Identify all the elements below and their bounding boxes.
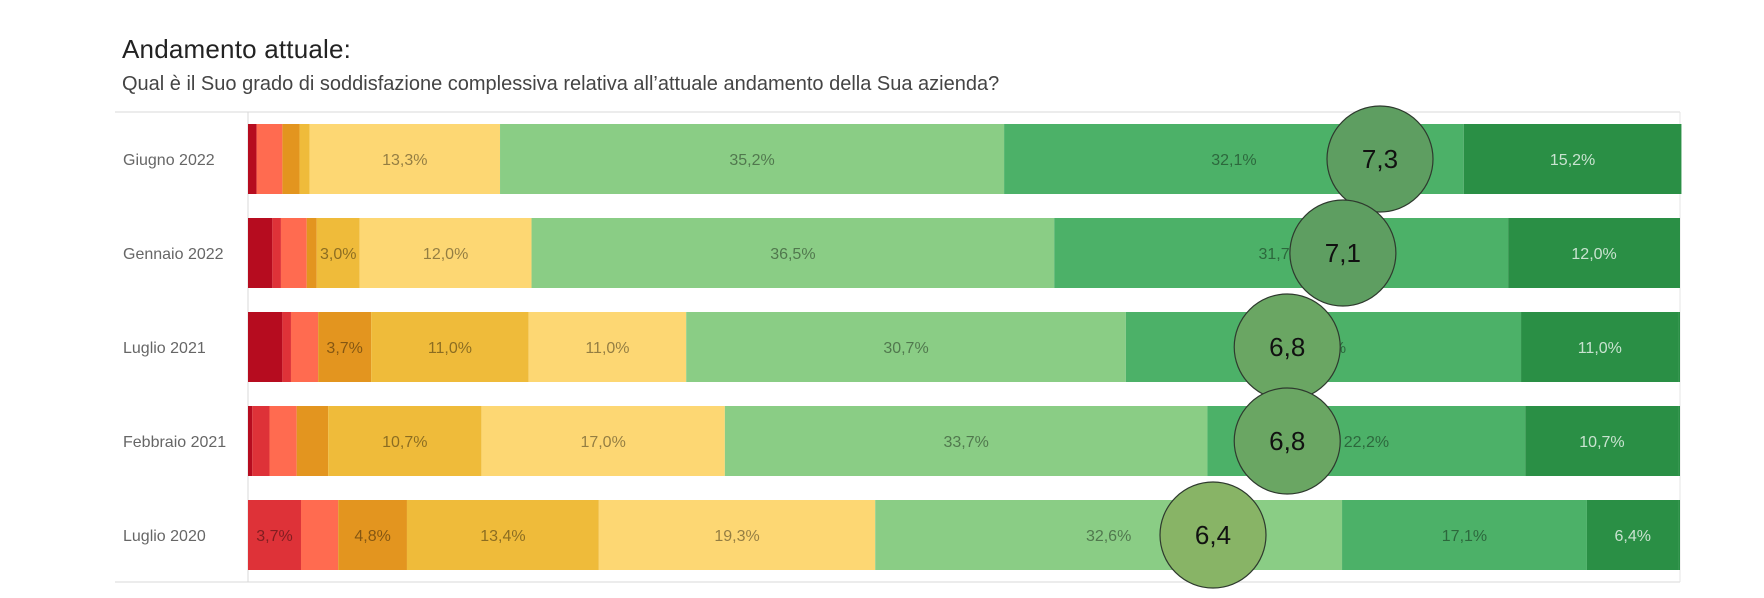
bar-segment — [300, 500, 339, 570]
data-label: 22,2% — [1344, 434, 1389, 451]
bar-segment — [328, 406, 482, 476]
bar-segment — [338, 500, 407, 570]
bar-segment — [1678, 406, 1680, 476]
average-label: 7,1 — [1325, 238, 1361, 268]
data-label: 3,7% — [326, 340, 362, 357]
bar-segment — [1678, 500, 1680, 570]
bar-segment — [1521, 312, 1679, 382]
category-label: Giugno 2022 — [123, 152, 215, 169]
data-label: 15,2% — [1550, 152, 1595, 169]
bar-segment — [318, 312, 372, 382]
category-label: Febbraio 2021 — [123, 434, 226, 451]
bar-segment — [1586, 500, 1679, 570]
bar-segment — [309, 124, 501, 194]
data-label: 12,0% — [1571, 246, 1616, 263]
bar-segment — [248, 406, 253, 476]
bar-segment — [290, 312, 319, 382]
bar-segment — [481, 406, 725, 476]
data-label: 13,4% — [480, 528, 525, 545]
bar-segment — [306, 218, 317, 288]
bar-segment — [598, 500, 876, 570]
bar-segment — [248, 500, 301, 570]
data-label: 17,0% — [580, 434, 625, 451]
data-label: 3,0% — [320, 246, 356, 263]
bar-segment — [316, 218, 360, 288]
bar-segment — [406, 500, 599, 570]
average-label: 6,4 — [1195, 520, 1231, 550]
bar-segment — [371, 312, 529, 382]
bar-segment — [1508, 218, 1680, 288]
bar-segment — [500, 124, 1005, 194]
data-label: 11,0% — [428, 340, 472, 357]
bar-segment — [1054, 218, 1509, 288]
bar-segment — [299, 124, 310, 194]
data-label: 11,0% — [1578, 340, 1622, 357]
bar-segment — [296, 406, 329, 476]
average-bubble — [1326, 105, 1434, 213]
title-block: Andamento attuale: Qual è il Suo grado d… — [122, 34, 999, 96]
category-label: Luglio 2021 — [123, 340, 206, 357]
bar-segment — [531, 218, 1055, 288]
data-label: 33,7% — [943, 434, 988, 451]
data-label: 32,1% — [1211, 152, 1256, 169]
category-label: Luglio 2020 — [123, 528, 206, 545]
data-label: 36,5% — [770, 246, 815, 263]
bar-segment — [272, 218, 281, 288]
bar-segment — [269, 406, 297, 476]
bar-segment — [282, 312, 291, 382]
data-label: 11,0% — [585, 340, 629, 357]
bar-segment — [248, 218, 273, 288]
data-label: 12,0% — [423, 246, 468, 263]
data-label: 6,4% — [1615, 528, 1651, 545]
data-label: 4,8% — [354, 528, 390, 545]
category-label: Gennaio 2022 — [123, 246, 224, 263]
bar-segment — [1342, 500, 1587, 570]
chart-title: Andamento attuale: — [122, 34, 352, 64]
bar-segment — [1678, 312, 1680, 382]
data-label: 10,7% — [382, 434, 427, 451]
bar-segment — [528, 312, 687, 382]
bar-segment — [359, 218, 532, 288]
data-label: 3,7% — [256, 528, 292, 545]
data-label: 17,1% — [1442, 528, 1487, 545]
data-label: 10,7% — [1579, 434, 1624, 451]
bar-segment — [248, 124, 257, 194]
bar-segment — [282, 124, 300, 194]
data-label: 32,6% — [1086, 528, 1131, 545]
average-label: 6,8 — [1269, 332, 1305, 362]
average-label: 6,8 — [1269, 426, 1305, 456]
bar-segment — [724, 406, 1208, 476]
bar-segment — [1463, 124, 1682, 194]
average-bubble — [1233, 387, 1341, 495]
data-label: 13,3% — [382, 152, 427, 169]
average-label: 7,3 — [1362, 144, 1398, 174]
bar-segment — [252, 406, 270, 476]
bar-segment — [248, 312, 283, 382]
bar-segment — [280, 218, 307, 288]
data-label: 35,2% — [729, 152, 774, 169]
average-bubble — [1159, 481, 1267, 589]
bar-segment — [686, 312, 1126, 382]
chart-subtitle: Qual è il Suo grado di soddisfazione com… — [122, 73, 1000, 95]
bar-segment — [256, 124, 283, 194]
bar-segment — [1525, 406, 1679, 476]
average-bubble — [1289, 199, 1397, 307]
data-label: 30,7% — [883, 340, 928, 357]
data-label: 19,3% — [714, 528, 759, 545]
